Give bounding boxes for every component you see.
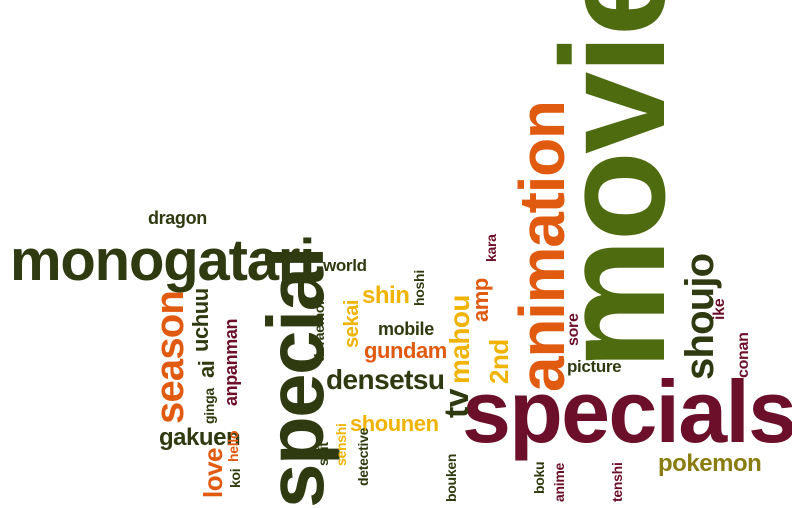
- word-specials: specials: [462, 362, 792, 461]
- word-suit: suit: [315, 442, 331, 466]
- word-gundam: gundam: [364, 338, 447, 363]
- word-boku: boku: [531, 461, 547, 494]
- word-mobile: mobile: [378, 319, 434, 339]
- word-amp: amp: [468, 278, 493, 322]
- word-animation: animation: [506, 101, 578, 392]
- word-koi: koi: [227, 468, 243, 488]
- word-shounen: shounen: [350, 411, 439, 436]
- word-sore: sore: [565, 313, 582, 346]
- word-uchuu: uchuu: [188, 288, 213, 352]
- word-senshi: senshi: [333, 423, 349, 466]
- word-hello: hello: [225, 430, 241, 462]
- word-ike: ike: [711, 298, 728, 320]
- word-special: special: [251, 247, 340, 508]
- word-ai: ai: [194, 360, 219, 378]
- word-anpanman: anpanman: [221, 318, 241, 406]
- word-ginga: ginga: [201, 388, 217, 424]
- word-world: world: [323, 256, 367, 275]
- word-monogatari: monogatari: [10, 228, 315, 293]
- word-bouken: bouken: [443, 453, 459, 502]
- word-2nd: 2nd: [484, 339, 514, 384]
- word-pokemon: pokemon: [658, 450, 762, 477]
- word-love: love: [198, 448, 228, 498]
- word-hoshi: hoshi: [411, 270, 427, 306]
- word-anime: anime: [551, 462, 567, 502]
- word-kara: kara: [483, 234, 499, 262]
- word-sekai: sekai: [341, 299, 363, 348]
- word-shin: shin: [362, 282, 410, 309]
- word-densetsu: densetsu: [326, 364, 445, 395]
- word-picture: picture: [567, 357, 622, 376]
- word-season: season: [148, 290, 192, 424]
- word-detective: detective: [355, 427, 371, 486]
- word-dragon: dragon: [148, 208, 207, 228]
- word-doraemon: doraemon: [311, 296, 327, 362]
- word-conan: conan: [735, 332, 752, 378]
- word-gakuen: gakuen: [159, 424, 241, 451]
- word-tenshi: tenshi: [609, 462, 625, 502]
- word-tv: tv: [438, 389, 476, 418]
